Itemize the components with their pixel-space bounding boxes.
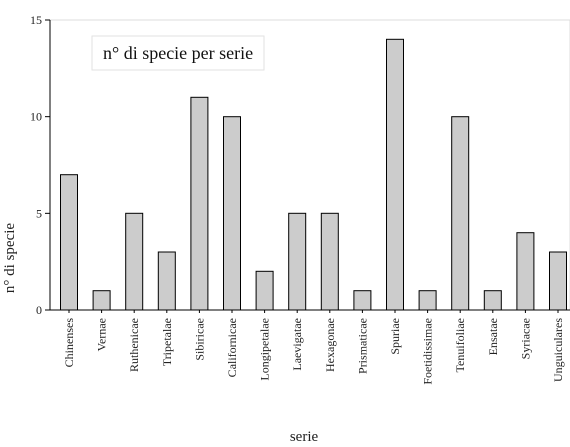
bar-ensatae xyxy=(483,290,502,311)
bar-californicae xyxy=(223,116,241,311)
legend-annotation: n° di specie per serie xyxy=(103,43,253,63)
x-tick-label: Longipetalae xyxy=(258,318,272,381)
x-tick-label: Unguiculares xyxy=(551,318,565,382)
y-ticks-group: 0 5 10 15 xyxy=(30,13,50,317)
bar-vernae xyxy=(92,290,111,311)
bar-sibiricae xyxy=(190,96,209,311)
x-tick-label: Chinenses xyxy=(62,318,76,368)
x-tick-label: Vernae xyxy=(95,318,109,351)
bar-syriacae xyxy=(516,232,535,311)
legend-box xyxy=(91,35,265,71)
x-tick-label: Prismaticae xyxy=(355,318,369,374)
x-tick-label: Californicae xyxy=(225,318,239,377)
bars-group xyxy=(60,38,567,311)
x-labels-group: Chinenses Vernae Ruthenicae Tripetalae Sibir… xyxy=(62,310,565,385)
y-tick-label: 10 xyxy=(30,110,42,124)
x-tick-label: Sibiricae xyxy=(192,318,206,361)
x-tick-label: Laevigatae xyxy=(290,318,304,371)
x-tick-label: Ensatae xyxy=(486,318,500,355)
bar-tenuifoliae xyxy=(451,116,470,311)
bar-laevigatae xyxy=(288,212,307,311)
bar-tripetalae xyxy=(157,251,176,311)
y-tick-label: 0 xyxy=(36,303,42,317)
x-tick-label: Ruthenicae xyxy=(127,318,141,372)
bar-unguiculares xyxy=(549,251,567,311)
bar-hexagonae xyxy=(320,212,339,311)
bar-prismaticae xyxy=(353,290,372,311)
bar-chinenses xyxy=(60,174,78,311)
y-axis-title: n° di specie xyxy=(2,223,18,293)
x-tick-label: Tenuifoliae xyxy=(453,318,467,372)
y-tick-label: 15 xyxy=(30,13,42,27)
x-tick-label: Spuriae xyxy=(388,318,402,355)
bar-foetidissimae xyxy=(418,290,437,311)
x-axis-title: serie xyxy=(290,429,319,445)
y-tick-label: 5 xyxy=(36,206,42,220)
bar-ruthenicae xyxy=(125,212,144,311)
x-tick-label: Foetidissimae xyxy=(421,318,435,385)
bar-longipetalae xyxy=(255,270,274,311)
x-tick-label: Hexagonae xyxy=(323,318,337,372)
x-tick-label: Syriacae xyxy=(518,318,532,359)
x-tick-label: Tripetalae xyxy=(160,318,174,366)
bar-spuriae xyxy=(386,38,404,311)
